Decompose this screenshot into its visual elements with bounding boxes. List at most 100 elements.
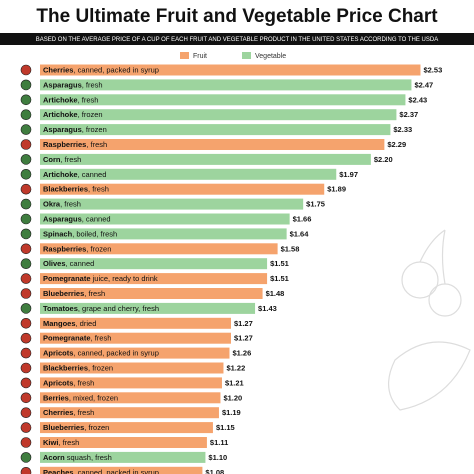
value-label: $1.43 xyxy=(258,304,277,313)
icon xyxy=(20,124,32,135)
value-label: $1.19 xyxy=(222,408,241,417)
bar xyxy=(40,94,406,106)
category-label: Artichoke, fresh xyxy=(43,95,98,104)
icon xyxy=(20,183,32,195)
value-label: $1.66 xyxy=(293,214,312,223)
icon xyxy=(20,362,32,374)
value-label: $1.26 xyxy=(232,349,251,358)
category-label: Cherries, fresh xyxy=(43,408,94,417)
legend-label: Fruit xyxy=(193,53,207,60)
bar xyxy=(40,332,231,344)
bar xyxy=(40,302,256,314)
bar xyxy=(40,407,219,419)
bar xyxy=(40,124,391,136)
legend-swatch xyxy=(180,52,189,59)
bar xyxy=(40,183,325,195)
category-label: Asparagus, frozen xyxy=(43,125,107,134)
chart-title: The Ultimate Fruit and Vegetable Price C… xyxy=(36,6,438,27)
category-label: Peaches, canned, packed in syrup xyxy=(43,468,159,474)
icon xyxy=(20,452,32,463)
bar xyxy=(40,168,337,180)
bar xyxy=(40,139,385,150)
icon xyxy=(20,79,32,91)
bar xyxy=(40,213,290,225)
icon xyxy=(20,347,32,359)
category-label: Pomegranate, fresh xyxy=(43,334,111,343)
subtitle-band xyxy=(0,33,474,45)
bar xyxy=(40,437,207,448)
category-label: Corn, fresh xyxy=(43,155,81,164)
bar xyxy=(40,317,231,329)
value-label: $1.11 xyxy=(210,438,228,447)
icon xyxy=(20,422,32,433)
bar xyxy=(40,79,412,91)
bar xyxy=(40,377,222,389)
icon xyxy=(20,407,32,419)
category-label: Blackberries, frozen xyxy=(43,363,113,372)
category-label: Apricots, canned, packed in syrup xyxy=(43,349,159,358)
bar xyxy=(40,273,268,285)
category-label: Pomegranate juice, ready to drink xyxy=(43,274,158,283)
category-label: Blueberries, frozen xyxy=(43,423,109,432)
value-label: $1.20 xyxy=(223,393,242,402)
value-label: $2.20 xyxy=(374,155,393,164)
category-label: Cherries, canned, packed in syrup xyxy=(43,65,159,74)
bar xyxy=(40,243,278,255)
icon xyxy=(20,303,32,314)
category-label: Raspberries, frozen xyxy=(43,244,111,253)
bar xyxy=(40,451,206,463)
value-label: $1.97 xyxy=(339,170,358,179)
bar xyxy=(40,422,213,434)
value-label: $2.47 xyxy=(414,80,433,89)
value-label: $2.29 xyxy=(387,140,406,149)
bar xyxy=(40,198,304,210)
category-label: Mangoes, dried xyxy=(43,319,96,328)
bar xyxy=(40,228,287,240)
bar xyxy=(40,153,371,165)
icon xyxy=(20,273,32,284)
icon xyxy=(20,154,32,165)
value-label: $1.27 xyxy=(234,319,253,328)
value-label: $1.21 xyxy=(225,378,244,387)
category-label: Artichoke, canned xyxy=(43,170,106,179)
category-label: Blueberries, fresh xyxy=(43,289,105,298)
category-label: Tomatoes, grape and cherry, fresh xyxy=(43,304,159,313)
bar xyxy=(40,288,263,299)
icon xyxy=(20,377,32,389)
value-label: $2.37 xyxy=(399,110,418,119)
category-label: Okra, fresh xyxy=(43,200,81,209)
value-label: $1.89 xyxy=(327,185,346,194)
value-label: $1.58 xyxy=(281,244,300,253)
category-label: Raspberries, fresh xyxy=(43,140,107,149)
category-label: Blackberries, fresh xyxy=(43,185,109,194)
category-label: Acorn squash, fresh xyxy=(43,453,112,462)
category-label: Kiwi, fresh xyxy=(43,438,79,447)
value-label: $2.53 xyxy=(423,65,442,74)
icon xyxy=(20,467,32,474)
icon xyxy=(20,109,32,120)
category-label: Apricots, fresh xyxy=(43,378,94,387)
bar xyxy=(40,109,397,121)
legend-swatch xyxy=(242,52,251,59)
bar xyxy=(40,392,221,404)
bar xyxy=(40,258,268,270)
icon xyxy=(20,139,32,150)
icon xyxy=(20,213,32,225)
value-label: $1.51 xyxy=(270,259,289,268)
value-label: $1.15 xyxy=(216,423,235,432)
value-label: $1.64 xyxy=(290,229,310,238)
value-label: $1.51 xyxy=(270,274,289,283)
decoration xyxy=(388,229,471,411)
value-label: $1.22 xyxy=(226,363,245,372)
category-label: Asparagus, fresh xyxy=(43,80,103,89)
icon xyxy=(20,258,32,270)
icon xyxy=(20,332,32,344)
category-label: Asparagus, canned xyxy=(43,214,111,223)
category-label: Olives, canned xyxy=(43,259,94,268)
icon xyxy=(20,198,32,210)
icon xyxy=(20,64,32,76)
bar xyxy=(40,347,230,359)
value-label: $1.10 xyxy=(208,453,227,462)
icon xyxy=(20,169,32,180)
